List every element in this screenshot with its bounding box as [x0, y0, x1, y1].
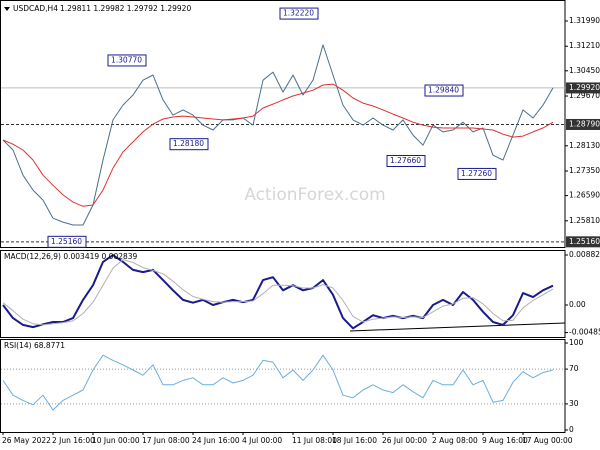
level-label: 1.28790: [569, 119, 600, 128]
y-tick-label: 1.28130: [569, 141, 600, 150]
annotation-box: [107, 54, 147, 67]
level-label-box: [566, 236, 600, 248]
annotation-label: 1.30770: [111, 55, 142, 64]
y-tick-label: 1.29670: [569, 91, 600, 100]
panel-title: RSI(14) 68.8771: [4, 341, 65, 350]
x-tick-label: 4 Jul 00:00: [242, 436, 282, 445]
annotation-label: 1.25160: [51, 237, 82, 246]
series-line: [2, 259, 554, 326]
y-tick-label: 1.30450: [569, 66, 600, 75]
panel-frame: [0, 0, 566, 248]
watermark: ActionForex.com: [244, 185, 385, 205]
annotation-box: [424, 84, 464, 97]
y-tick-label: 1.25810: [569, 216, 600, 225]
series-line: [2, 83, 554, 207]
annotation-label: 1.29840: [428, 86, 459, 95]
panel-frame: [0, 250, 566, 338]
y-tick-label: 1.31990: [569, 16, 600, 25]
annotation-box: [47, 235, 87, 248]
x-tick-label: 2 Aug 08:00: [432, 436, 478, 445]
x-tick-label: 26 May 2022: [2, 436, 51, 445]
level-label: 1.25160: [569, 237, 600, 246]
annotation-box: [457, 167, 497, 180]
current-price-box: [566, 82, 600, 94]
panel-frame: [0, 339, 566, 433]
x-tick-label: 24 Jun 16:00: [192, 436, 240, 445]
y-tick-label: -0.004858: [569, 328, 600, 337]
y-tick-label: 1.26590: [569, 191, 600, 200]
x-tick-label: 17 Aug 00:00: [522, 436, 573, 445]
y-tick-label: 0.00882: [569, 250, 600, 259]
chart-title: USDCAD,H4: [13, 4, 58, 13]
y-tick-label: 0: [569, 425, 574, 434]
annotation-label: 1.32220: [283, 9, 314, 18]
panel-title: MACD(12,26,9) 0.003419 0.002839: [4, 252, 138, 261]
level-label-box: [566, 118, 600, 130]
y-tick-label: 1.27350: [569, 166, 600, 175]
annotation-label: 1.27660: [390, 156, 421, 165]
series-line: [2, 254, 554, 330]
chart-subtitle: 1.29811 1.29982 1.29792 1.29920: [60, 4, 191, 13]
y-tick-label: 100: [569, 338, 584, 347]
y-tick-label: 0.00: [569, 300, 586, 309]
current-price-label: 1.29920: [569, 83, 600, 92]
x-tick-label: 17 Jun 08:00: [142, 436, 190, 445]
symbol-marker: [4, 7, 10, 11]
x-tick-label: 9 Aug 16:00: [482, 436, 528, 445]
x-tick-label: 2 Jun 16:00: [52, 436, 95, 445]
x-tick-label: 11 Jul 08:00: [292, 436, 337, 445]
y-tick-label: 30: [569, 399, 579, 408]
trend-line: [349, 322, 566, 332]
annotation-label: 1.27260: [461, 169, 492, 178]
x-tick-label: 10 Jun 00:00: [92, 436, 140, 445]
annotation-box: [279, 7, 319, 20]
x-tick-label: 18 Jul 16:00: [332, 436, 377, 445]
y-tick-label: 1.31210: [569, 41, 600, 50]
series-line: [2, 354, 554, 411]
series-line: [2, 44, 554, 226]
x-tick-label: 26 Jul 00:00: [382, 436, 427, 445]
y-tick-label: 70: [569, 364, 579, 373]
annotation-box: [169, 138, 209, 151]
annotation-box: [386, 155, 426, 168]
annotation-label: 1.28180: [173, 139, 204, 148]
